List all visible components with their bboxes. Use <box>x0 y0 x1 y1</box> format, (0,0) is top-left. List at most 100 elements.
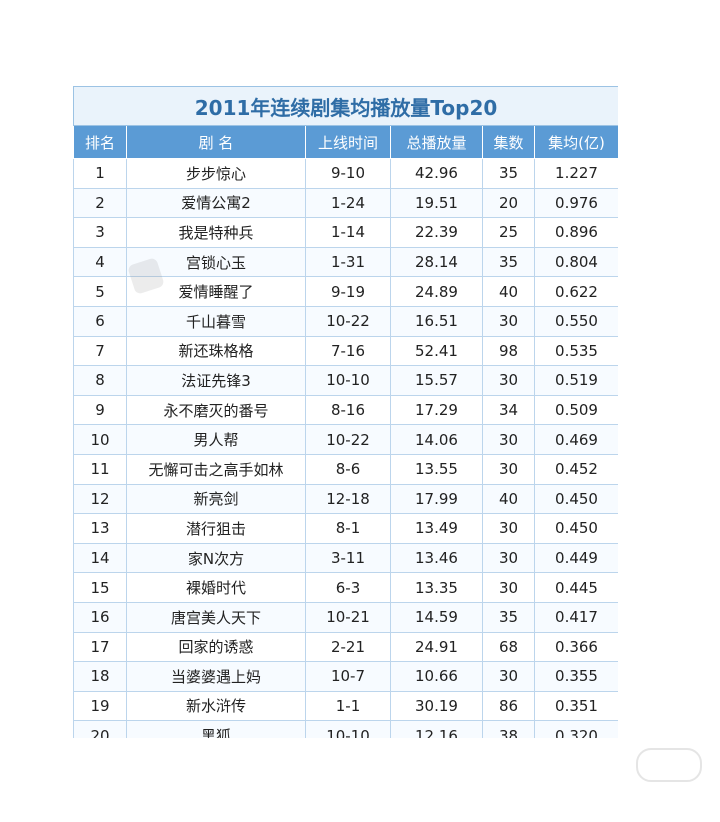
cell-episodes: 30 <box>482 453 535 485</box>
cell-drama-name: 当婆婆遇上妈 <box>126 661 306 692</box>
cell-rank: 16 <box>73 601 127 633</box>
cell-total-views: 17.99 <box>390 483 483 515</box>
cell-episodes: 30 <box>482 305 535 337</box>
cell-drama-name: 千山暮雪 <box>126 305 306 337</box>
cell-episodes: 30 <box>482 424 535 455</box>
cell-episodes: 30 <box>482 661 535 692</box>
cell-total-views: 13.55 <box>390 453 483 485</box>
cell-release-date: 10-22 <box>305 424 391 455</box>
cell-avg-per-episode: 0.519 <box>533 365 618 396</box>
cell-release-date: 9-10 <box>305 158 391 189</box>
cell-total-views: 14.06 <box>390 424 483 455</box>
cell-release-date: 10-7 <box>305 661 391 692</box>
table-row: 15 裸婚时代 6-3 13.35 30 0.445 <box>73 572 618 603</box>
cell-drama-name: 黑狐 <box>126 720 306 738</box>
cell-rank: 12 <box>73 483 127 515</box>
cell-release-date: 1-24 <box>305 187 391 219</box>
cell-total-views: 13.35 <box>390 572 483 603</box>
table-row: 17 回家的诱惑 2-21 24.91 68 0.366 <box>73 631 618 663</box>
table-row: 1 步步惊心 9-10 42.96 35 1.227 <box>73 158 618 189</box>
cell-rank: 8 <box>73 365 127 396</box>
table-title: 2011年连续剧集均播放量Top20 <box>73 86 618 126</box>
cell-episodes: 30 <box>482 513 535 544</box>
cell-avg-per-episode: 0.355 <box>533 661 618 692</box>
cell-release-date: 7-16 <box>305 335 391 367</box>
table-row: 4 宫锁心玉 1-31 28.14 35 0.804 <box>73 246 618 278</box>
table-row: 2 爱情公寓2 1-24 19.51 20 0.976 <box>73 187 618 219</box>
cell-release-date: 1-14 <box>305 217 391 248</box>
cell-total-views: 13.49 <box>390 513 483 544</box>
cell-release-date: 10-21 <box>305 601 391 633</box>
ranking-table: 2011年连续剧集均播放量Top20 排名 剧 名 上线时间 总播放量 集数 集… <box>73 86 618 738</box>
cell-rank: 18 <box>73 661 127 692</box>
cell-rank: 9 <box>73 394 127 426</box>
table-row: 5 爱情睡醒了 9-19 24.89 40 0.622 <box>73 276 618 307</box>
cell-rank: 5 <box>73 276 127 307</box>
cell-drama-name: 唐宫美人天下 <box>126 601 306 633</box>
cell-rank: 2 <box>73 187 127 219</box>
cell-release-date: 1-31 <box>305 246 391 278</box>
cell-episodes: 35 <box>482 601 535 633</box>
cell-episodes: 40 <box>482 483 535 515</box>
cell-avg-per-episode: 0.449 <box>533 542 618 574</box>
header-release-date: 上线时间 <box>305 125 391 159</box>
cell-rank: 6 <box>73 305 127 337</box>
cell-drama-name: 新还珠格格 <box>126 335 306 367</box>
cell-rank: 3 <box>73 217 127 248</box>
cell-rank: 13 <box>73 513 127 544</box>
cell-episodes: 35 <box>482 158 535 189</box>
table-row: 11 无懈可击之高手如林 8-6 13.55 30 0.452 <box>73 453 618 485</box>
cell-episodes: 40 <box>482 276 535 307</box>
cell-avg-per-episode: 0.976 <box>533 187 618 219</box>
cell-episodes: 30 <box>482 365 535 396</box>
cell-release-date: 10-10 <box>305 720 391 738</box>
cell-episodes: 30 <box>482 572 535 603</box>
cell-total-views: 24.91 <box>390 631 483 663</box>
header-total-views: 总播放量 <box>390 125 483 159</box>
cell-total-views: 30.19 <box>390 690 483 722</box>
table-row: 13 潜行狙击 8-1 13.49 30 0.450 <box>73 513 618 544</box>
cell-avg-per-episode: 0.509 <box>533 394 618 426</box>
header-rank: 排名 <box>73 125 127 159</box>
cell-avg-per-episode: 0.445 <box>533 572 618 603</box>
cell-total-views: 42.96 <box>390 158 483 189</box>
cell-total-views: 15.57 <box>390 365 483 396</box>
cell-drama-name: 潜行狙击 <box>126 513 306 544</box>
cell-drama-name: 永不磨灭的番号 <box>126 394 306 426</box>
cell-avg-per-episode: 0.804 <box>533 246 618 278</box>
cell-episodes: 35 <box>482 246 535 278</box>
cell-rank: 17 <box>73 631 127 663</box>
cell-total-views: 24.89 <box>390 276 483 307</box>
header-avg-per-episode: 集均(亿) <box>533 125 618 159</box>
cell-drama-name: 爱情公寓2 <box>126 187 306 219</box>
cell-avg-per-episode: 0.351 <box>533 690 618 722</box>
cell-total-views: 19.51 <box>390 187 483 219</box>
cell-drama-name: 无懈可击之高手如林 <box>126 453 306 485</box>
cell-total-views: 17.29 <box>390 394 483 426</box>
cell-release-date: 3-11 <box>305 542 391 574</box>
table-row: 3 我是特种兵 1-14 22.39 25 0.896 <box>73 217 618 248</box>
cell-drama-name: 男人帮 <box>126 424 306 455</box>
cell-avg-per-episode: 1.227 <box>533 158 618 189</box>
cell-avg-per-episode: 0.535 <box>533 335 618 367</box>
cell-rank: 1 <box>73 158 127 189</box>
table-row: 19 新水浒传 1-1 30.19 86 0.351 <box>73 690 618 722</box>
cell-rank: 7 <box>73 335 127 367</box>
table-body: 1 步步惊心 9-10 42.96 35 1.227 2 爱情公寓2 1-24 19.51 20 0.… <box>73 158 618 738</box>
cell-episodes: 20 <box>482 187 535 219</box>
cell-avg-per-episode: 0.366 <box>533 631 618 663</box>
cell-release-date: 10-22 <box>305 305 391 337</box>
cell-total-views: 28.14 <box>390 246 483 278</box>
cell-total-views: 10.66 <box>390 661 483 692</box>
cell-total-views: 12.16 <box>390 720 483 738</box>
cell-release-date: 10-10 <box>305 365 391 396</box>
cell-episodes: 98 <box>482 335 535 367</box>
cell-episodes: 25 <box>482 217 535 248</box>
cell-rank: 11 <box>73 453 127 485</box>
cell-avg-per-episode: 0.622 <box>533 276 618 307</box>
cell-episodes: 86 <box>482 690 535 722</box>
table-row: 20 黑狐 10-10 12.16 38 0.320 <box>73 720 618 738</box>
cell-total-views: 16.51 <box>390 305 483 337</box>
table-row: 8 法证先锋3 10-10 15.57 30 0.519 <box>73 365 618 396</box>
table-row: 6 千山暮雪 10-22 16.51 30 0.550 <box>73 305 618 337</box>
